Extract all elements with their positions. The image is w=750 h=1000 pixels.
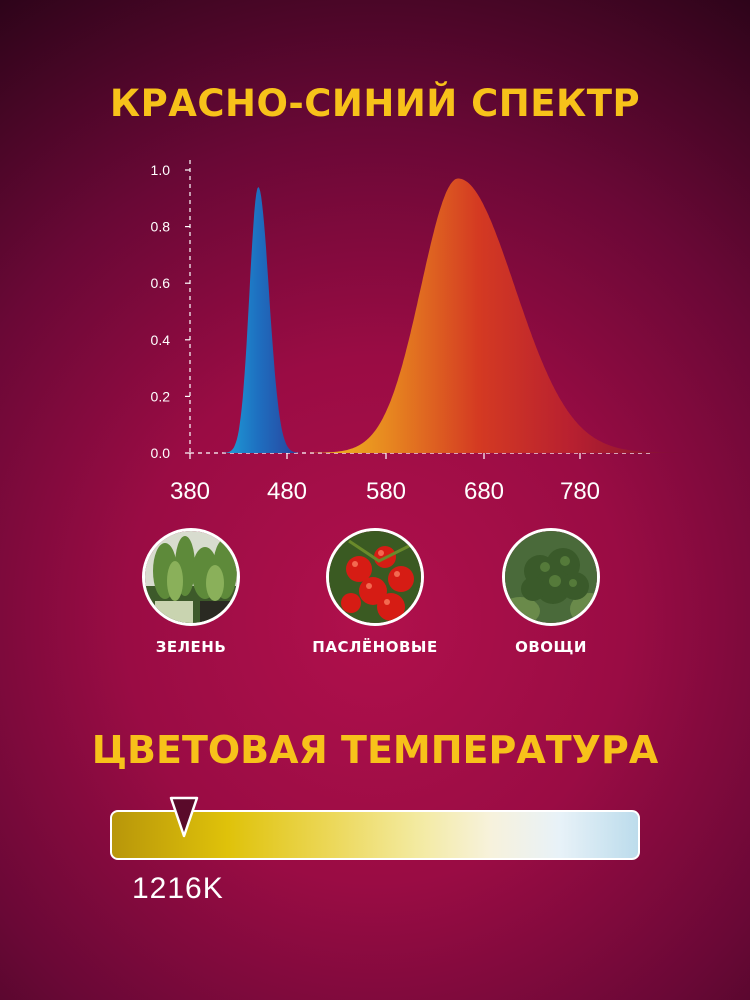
y-tick-label: 0.0 <box>151 445 171 461</box>
color-temperature-value: 1216K <box>132 872 224 905</box>
x-tick-label: 680 <box>464 478 504 505</box>
color-temperature-title: ЦВЕТОВАЯ ТЕМПЕРАТУРА <box>91 728 659 772</box>
color-temperature-bar <box>110 810 640 860</box>
blue-peak-series <box>223 187 302 453</box>
plant-herbs: ЗЕЛЕНЬ <box>106 528 276 656</box>
y-tick-label: 0.8 <box>151 219 171 235</box>
broccoli-photo-icon <box>502 528 600 626</box>
spectrum-title: КРАСНО-СИНИЙ СПЕКТР <box>109 82 641 125</box>
y-tick-label: 0.4 <box>151 332 171 348</box>
temperature-marker-icon <box>169 796 199 838</box>
red-peak-series <box>309 178 685 453</box>
x-tick-label: 480 <box>267 478 307 505</box>
plant-broccoli: ОВОЩИ <box>466 528 636 656</box>
plant-label: ПАСЛЁНОВЫЕ <box>312 638 438 656</box>
plant-label: ОВОЩИ <box>515 638 587 656</box>
y-tick-label: 1.0 <box>151 162 171 178</box>
herbs-photo-icon <box>142 528 240 626</box>
y-tick-label: 0.2 <box>151 388 171 404</box>
tomatoes-photo-icon <box>326 528 424 626</box>
plant-label: ЗЕЛЕНЬ <box>155 638 227 656</box>
x-tick-label: 580 <box>366 478 406 505</box>
plant-tomatoes: ПАСЛЁНОВЫЕ <box>290 528 460 656</box>
x-tick-label: 380 <box>170 478 210 505</box>
y-tick-label: 0.6 <box>151 275 171 291</box>
spectrum-chart: 0.0 0.2 0.4 0.6 0.8 1.0 380 480 580 680 780 <box>151 160 685 505</box>
x-tick-label: 780 <box>560 478 600 505</box>
